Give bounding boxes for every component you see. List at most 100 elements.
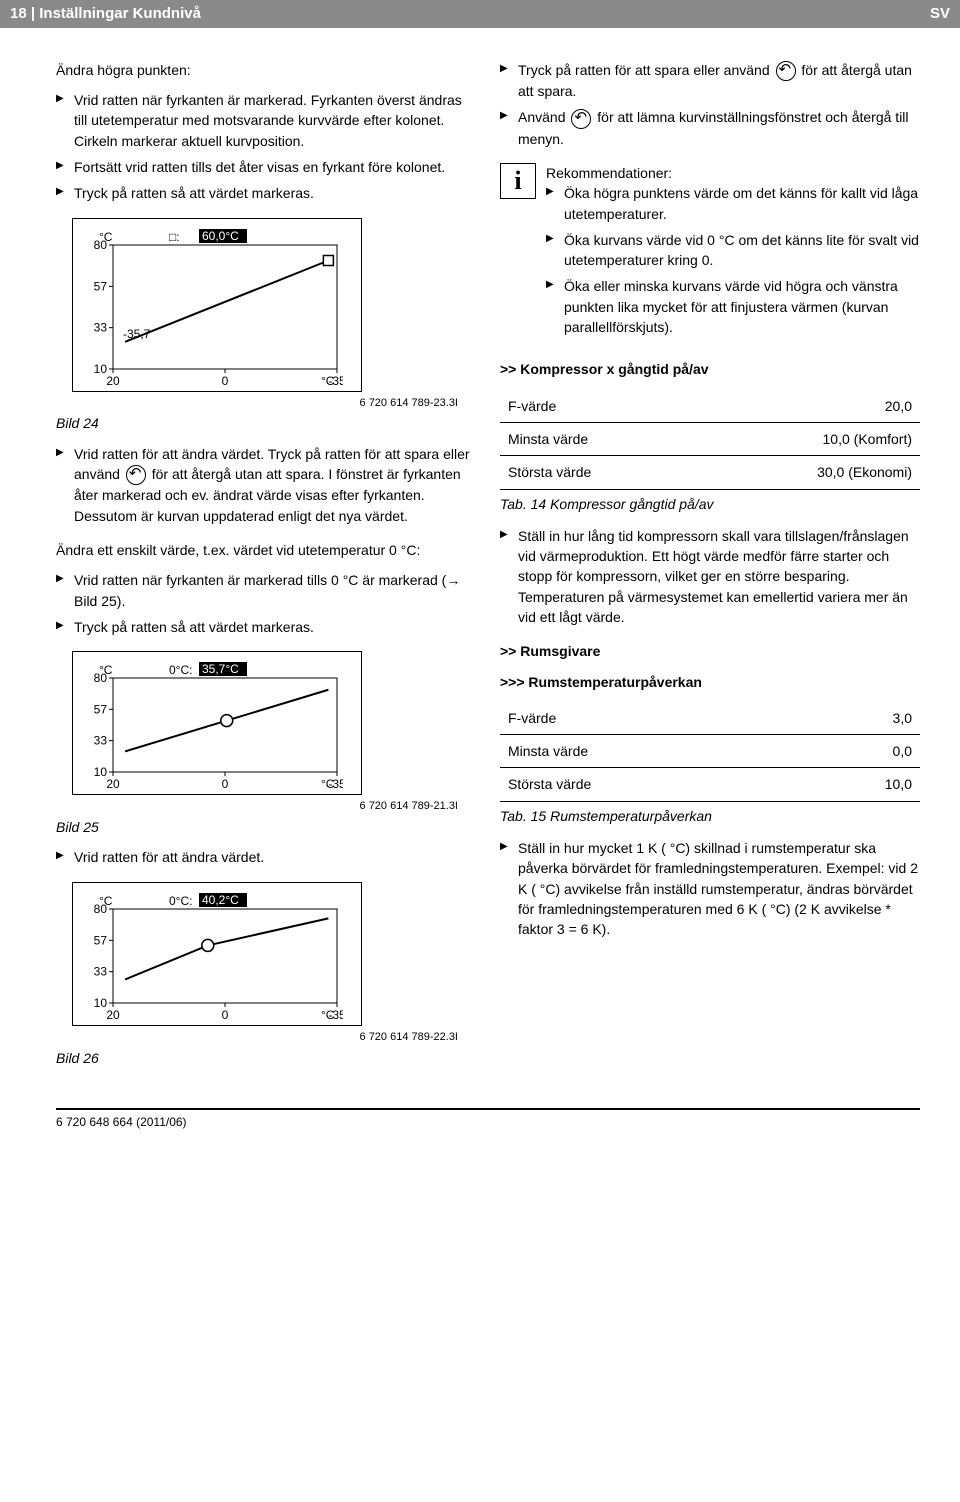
table-cell: Största värde	[500, 456, 731, 489]
svg-text:57: 57	[94, 279, 108, 293]
table-cell: 0,0	[731, 735, 920, 768]
return-icon	[126, 465, 146, 485]
header-left: 18 | Inställningar Kundnivå	[10, 3, 201, 25]
after-t15-list: Ställ in hur mycket 1 K ( °C) skillnad i…	[500, 838, 920, 939]
chart-24-area: 80573310200-35°C°C□:60,0°C-35,7	[83, 227, 343, 387]
chart-26: 80573310200-35°C°C0°C:40,2°C	[72, 882, 362, 1026]
table-cell: 3,0	[731, 702, 920, 735]
list-item: Använd för att lämna kurvinställningsfön…	[500, 107, 920, 149]
list-item: Vrid ratten för att ändra värdet. Tryck …	[56, 444, 476, 526]
svg-text:10: 10	[94, 996, 108, 1010]
chart-26-caption: 6 720 614 789-22.3I	[56, 1030, 476, 1046]
page-header: 18 | Inställningar Kundnivå SV	[0, 0, 960, 28]
bild-24-label: Bild 24	[56, 413, 476, 433]
list-item: Ställ in hur lång tid kompressorn skall …	[500, 526, 920, 627]
list-item: Öka högra punktens värde om det känns fö…	[546, 183, 920, 224]
header-sep: |	[31, 5, 39, 22]
table-14-caption: Tab. 14 Kompressor gångtid på/av	[500, 494, 920, 514]
table-cell: Minsta värde	[500, 422, 731, 455]
info-box: i Rekommendationer: Öka högra punktens v…	[500, 163, 920, 343]
table-row: Minsta värde10,0 (Komfort)	[500, 422, 920, 455]
list-item: Ställ in hur mycket 1 K ( °C) skillnad i…	[500, 838, 920, 939]
return-icon	[776, 61, 796, 81]
table-15: F-värde3,0Minsta värde0,0Största värde10…	[500, 702, 920, 802]
list-item: Öka kurvans värde vid 0 °C om det känns …	[546, 230, 920, 271]
list-item: Tryck på ratten för att spara eller anvä…	[500, 60, 920, 102]
svg-text:57: 57	[94, 933, 108, 947]
info-body: Rekommendationer: Öka högra punktens vär…	[546, 163, 920, 343]
bild-25-label: Bild 25	[56, 817, 476, 837]
right-top-list: Tryck på ratten för att spara eller anvä…	[500, 60, 920, 149]
table-cell: 20,0	[731, 390, 920, 423]
svg-text:°C: °C	[99, 230, 113, 244]
svg-text:57: 57	[94, 702, 108, 716]
svg-text:°C: °C	[321, 777, 335, 790]
list-item: Öka eller minska kurvans värde vid högra…	[546, 276, 920, 337]
table-row: Största värde30,0 (Ekonomi)	[500, 456, 920, 489]
svg-text:10: 10	[94, 362, 108, 376]
svg-text:0: 0	[222, 777, 229, 790]
footer-text: 6 720 648 664 (2011/06)	[56, 1115, 187, 1129]
svg-text:20: 20	[106, 1008, 120, 1021]
left-column: Ändra högra punkten: Vrid ratten när fyr…	[56, 60, 476, 1078]
table-row: Största värde10,0	[500, 768, 920, 801]
sub-rumstemp: >>> Rumstemperaturpåverkan	[500, 672, 920, 692]
table-row: Minsta värde0,0	[500, 735, 920, 768]
chart-25-caption: 6 720 614 789-21.3I	[56, 799, 476, 815]
svg-text:33: 33	[94, 734, 108, 748]
info-list: Öka högra punktens värde om det känns fö…	[546, 183, 920, 337]
svg-text:33: 33	[94, 320, 108, 334]
list-item: Tryck på ratten så att värdet markeras.	[56, 183, 476, 203]
chart-25-area: 80573310200-35°C°C0°C:35,7°C	[83, 660, 343, 790]
after-t14-list: Ställ in hur lång tid kompressorn skall …	[500, 526, 920, 627]
chart-24: 80573310200-35°C°C□:60,0°C-35,7	[72, 218, 362, 392]
right-column: Tryck på ratten för att spara eller anvä…	[500, 60, 920, 1078]
after-25-list: Vrid ratten för att ändra värdet.	[56, 847, 476, 867]
svg-text:°C: °C	[321, 374, 335, 387]
left-intro: Ändra högra punkten:	[56, 60, 476, 80]
bild-26-label: Bild 26	[56, 1048, 476, 1068]
svg-text:0°C:: 0°C:	[169, 663, 192, 677]
table-row: F-värde20,0	[500, 390, 920, 423]
table-15-caption: Tab. 15 Rumstemperaturpåverkan	[500, 806, 920, 826]
svg-text:0: 0	[222, 1008, 229, 1021]
svg-text:0°C:: 0°C:	[169, 894, 192, 908]
chart-25: 80573310200-35°C°C0°C:35,7°C	[72, 651, 362, 795]
svg-text:40,2°C: 40,2°C	[202, 893, 239, 907]
table-cell: 10,0 (Komfort)	[731, 422, 920, 455]
mid-para: Ändra ett enskilt värde, t.ex. värdet vi…	[56, 540, 476, 560]
table-cell: 10,0	[731, 768, 920, 801]
svg-text:°C: °C	[99, 663, 113, 677]
info-title: Rekommendationer:	[546, 163, 920, 183]
list-item: Vrid ratten när fyrkanten är markerad. F…	[56, 90, 476, 151]
sub-kompressor: >> Kompressor x gångtid på/av	[500, 359, 920, 379]
chart-26-area: 80573310200-35°C°C0°C:40,2°C	[83, 891, 343, 1021]
info-icon: i	[500, 163, 536, 199]
table-cell: F-värde	[500, 702, 731, 735]
list-item: Fortsätt vrid ratten tills det åter visa…	[56, 157, 476, 177]
svg-text:°C: °C	[321, 1008, 335, 1021]
after-24-list: Vrid ratten för att ändra värdet. Tryck …	[56, 444, 476, 526]
page-body: Ändra högra punkten: Vrid ratten när fyr…	[0, 28, 960, 1078]
chart-24-caption: 6 720 614 789-23.3I	[56, 396, 476, 412]
header-title: Inställningar Kundnivå	[39, 5, 201, 22]
table-row: F-värde3,0	[500, 702, 920, 735]
left-intro-list: Vrid ratten när fyrkanten är markerad. F…	[56, 90, 476, 203]
list-item: Tryck på ratten så att värdet markeras.	[56, 617, 476, 637]
header-lang: SV	[930, 3, 950, 25]
svg-text:10: 10	[94, 765, 108, 779]
table-cell: Största värde	[500, 768, 731, 801]
table-14: F-värde20,0Minsta värde10,0 (Komfort)Stö…	[500, 390, 920, 490]
svg-text:20: 20	[106, 777, 120, 790]
svg-text:0: 0	[222, 374, 229, 387]
mid-list: Vrid ratten när fyrkanten är markerad ti…	[56, 570, 476, 637]
svg-text:□:: □:	[169, 230, 180, 244]
svg-text:20: 20	[106, 374, 120, 387]
table-cell: Minsta värde	[500, 735, 731, 768]
svg-text:60,0°C: 60,0°C	[202, 229, 239, 243]
table-cell: 30,0 (Ekonomi)	[731, 456, 920, 489]
svg-text:°C: °C	[99, 894, 113, 908]
list-item: Vrid ratten för att ändra värdet.	[56, 847, 476, 867]
return-icon	[571, 109, 591, 129]
svg-text:35,7°C: 35,7°C	[202, 662, 239, 676]
